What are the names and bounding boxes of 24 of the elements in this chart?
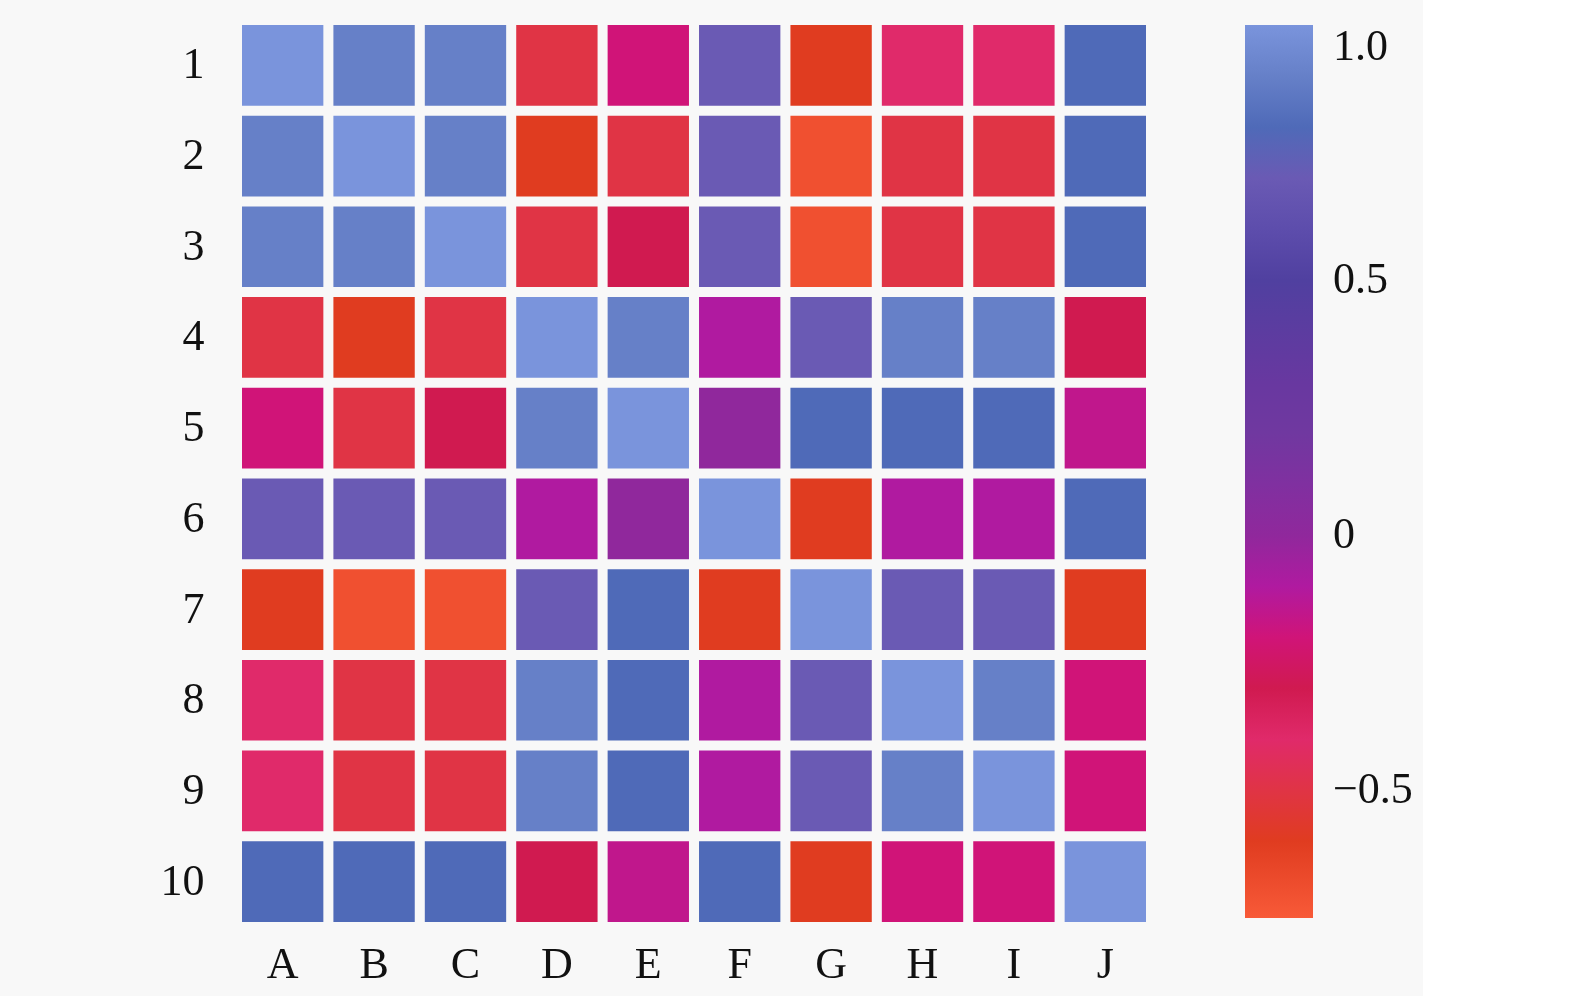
color-bar-label: 0 xyxy=(1333,509,1355,559)
y-tick-label: 8 xyxy=(182,674,205,724)
x-tick-label: I xyxy=(1006,938,1022,988)
x-tick-label: C xyxy=(450,938,481,988)
y-tick-label: 7 xyxy=(182,583,205,633)
x-tick-label: J xyxy=(1096,938,1114,988)
color-bar-label: −0.5 xyxy=(1333,764,1413,814)
x-tick-label: F xyxy=(727,938,752,988)
x-tick-label: E xyxy=(634,938,662,988)
y-tick-label: 5 xyxy=(182,402,205,452)
y-tick-label: 2 xyxy=(182,130,205,180)
y-tick-label: 6 xyxy=(182,492,205,542)
color-bar-label: 0.5 xyxy=(1333,254,1388,304)
y-tick-label: 3 xyxy=(182,220,205,270)
y-tick-label: 1 xyxy=(182,39,205,89)
y-tick-label: 4 xyxy=(182,311,205,361)
color-bar-label: 1.0 xyxy=(1333,21,1388,70)
x-tick-label: B xyxy=(359,938,389,988)
x-tick-label: A xyxy=(266,938,299,988)
y-tick-label: 9 xyxy=(182,764,205,814)
y-tick-label: 10 xyxy=(160,855,205,905)
x-tick-label: G xyxy=(815,938,847,988)
x-tick-label: D xyxy=(541,938,573,988)
x-tick-label: H xyxy=(906,938,939,988)
